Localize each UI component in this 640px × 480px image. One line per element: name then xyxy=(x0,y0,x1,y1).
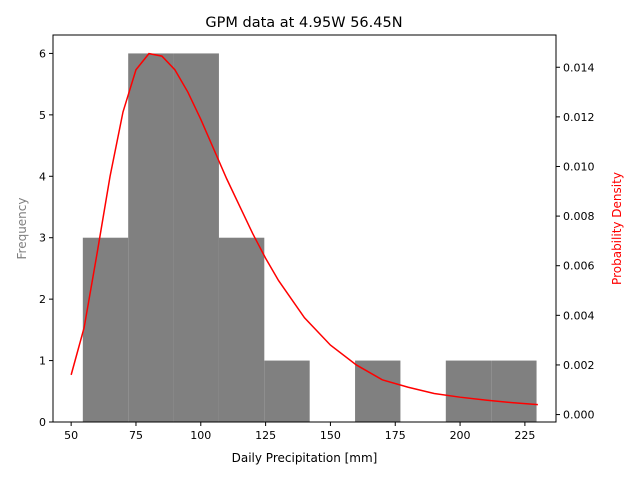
x-tick-label: 50 xyxy=(64,429,78,442)
right-y-axis-ticks: 0.000 0.002 0.004 0.006 0.008 0.010 0.012 0.014 xyxy=(556,61,595,422)
left-y-tick-label: 4 xyxy=(39,170,46,183)
pdf-curve-line xyxy=(70,52,538,406)
x-tick-label: 100 xyxy=(190,429,211,442)
left-y-tick-label: 0 xyxy=(39,416,46,429)
left-y-tick-label: 3 xyxy=(39,232,46,245)
x-tick-label: 225 xyxy=(514,429,535,442)
left-y-axis-ticks: 0 1 2 3 4 5 6 xyxy=(39,47,53,429)
histogram-bar xyxy=(82,237,129,422)
histogram-bar xyxy=(218,237,265,422)
chart-title: GPM data at 4.95W 56.45N xyxy=(205,15,402,31)
left-y-axis-label: Frequency xyxy=(15,198,29,260)
right-y-tick-label: 0.010 xyxy=(563,160,595,173)
right-y-tick-label: 0.014 xyxy=(563,61,595,74)
right-y-tick-label: 0.008 xyxy=(563,210,595,223)
x-axis-label: Daily Precipitation [mm] xyxy=(232,451,378,465)
histogram-bar xyxy=(264,360,310,422)
left-y-tick-label: 6 xyxy=(39,47,46,60)
right-y-tick-label: 0.006 xyxy=(563,260,595,273)
right-y-tick-label: 0.004 xyxy=(563,309,595,322)
right-y-tick-label: 0.000 xyxy=(563,409,595,422)
right-y-tick-label: 0.002 xyxy=(563,359,595,372)
x-tick-label: 150 xyxy=(320,429,341,442)
x-tick-label: 200 xyxy=(450,429,471,442)
histogram-bar xyxy=(445,360,492,422)
right-y-tick-label: 0.012 xyxy=(563,111,595,124)
left-y-tick-label: 5 xyxy=(39,109,46,122)
right-y-axis-label: Probability Density xyxy=(610,172,624,285)
histogram-bar xyxy=(355,360,401,422)
histogram-bars xyxy=(82,53,537,423)
histogram-bar xyxy=(173,53,219,423)
left-y-tick-label: 2 xyxy=(39,293,46,306)
histogram-bar xyxy=(128,53,174,423)
x-axis-ticks: 50 75 100 125 150 175 200 225 xyxy=(64,422,535,442)
plot-frame xyxy=(52,34,557,423)
x-tick-label: 175 xyxy=(385,429,406,442)
histogram-bar xyxy=(491,360,537,422)
left-y-tick-label: 1 xyxy=(39,355,46,368)
x-tick-label: 75 xyxy=(129,429,143,442)
x-tick-label: 125 xyxy=(255,429,276,442)
